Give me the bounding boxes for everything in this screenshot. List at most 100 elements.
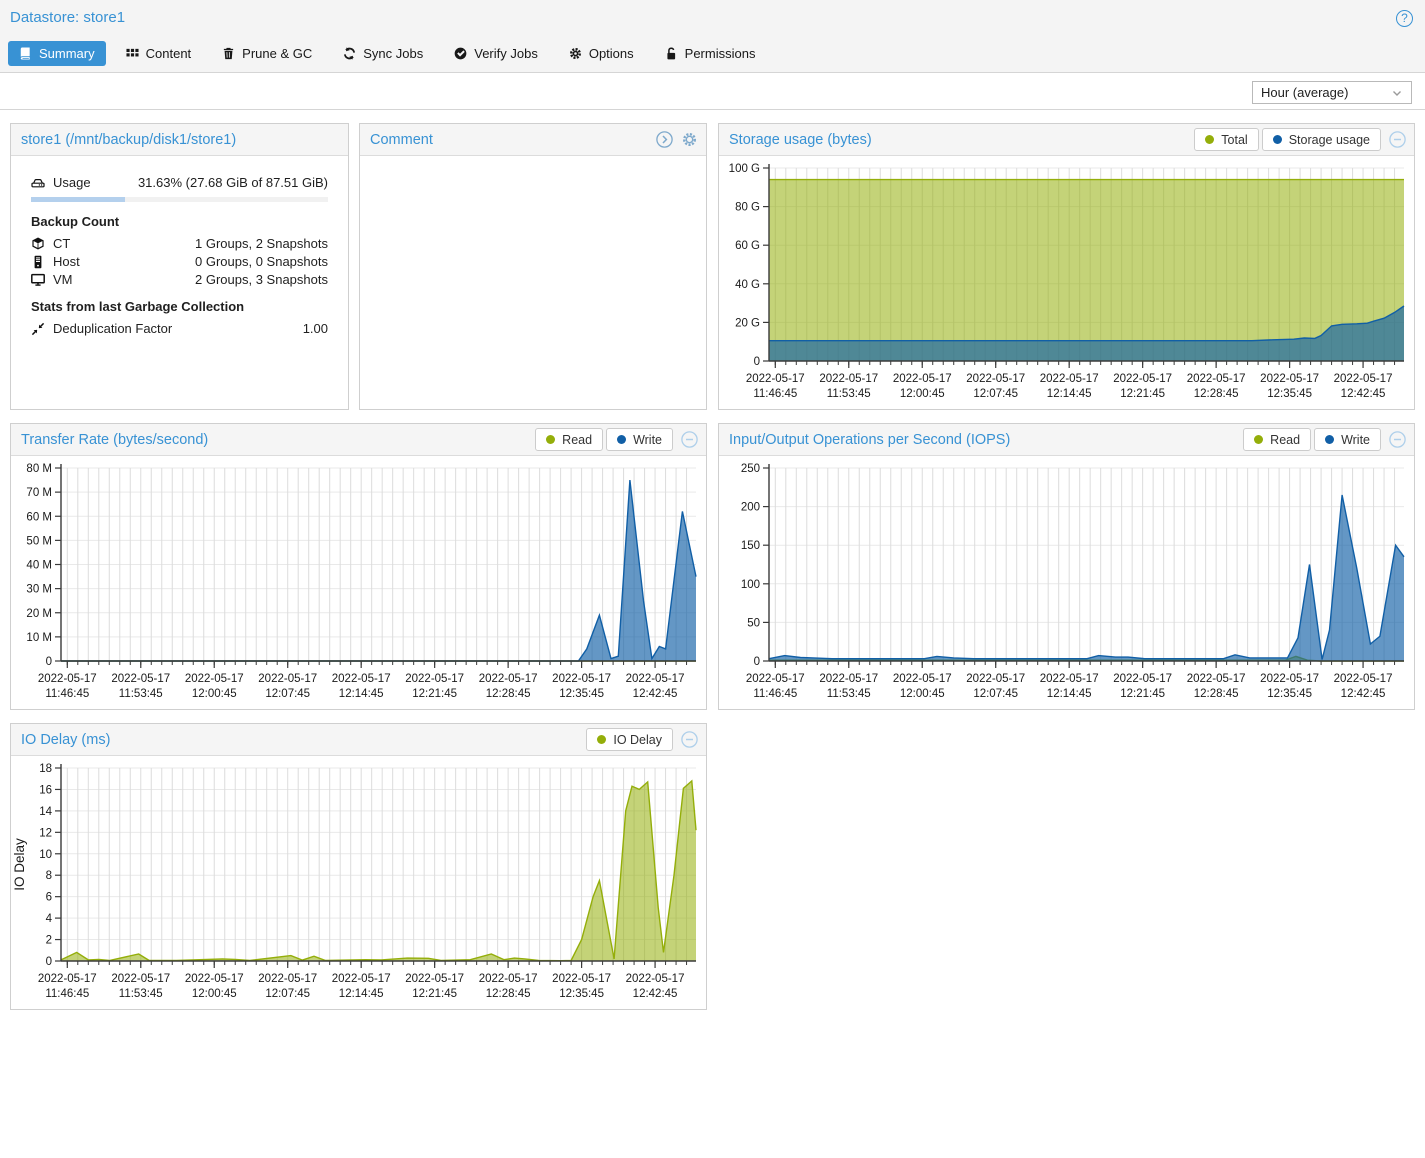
tab-sync-jobs[interactable]: Sync Jobs (332, 41, 434, 66)
svg-text:2022-05-17: 2022-05-17 (38, 973, 97, 985)
svg-text:18: 18 (39, 763, 52, 775)
panel-title: IO Delay (ms) (21, 731, 111, 748)
panel-tools: Total Storage usage (1191, 128, 1406, 151)
svg-text:20 M: 20 M (26, 608, 52, 620)
svg-text:12:21:45: 12:21:45 (412, 988, 457, 1000)
backup-count-value: 0 Groups, 0 Snapshots (195, 254, 328, 269)
expand-icon[interactable] (656, 131, 673, 148)
svg-text:12:00:45: 12:00:45 (900, 688, 945, 700)
svg-text:2022-05-17: 2022-05-17 (38, 673, 97, 685)
iops-panel: Input/Output Operations per Second (IOPS… (718, 423, 1415, 710)
dedup-factor-row: Deduplication Factor 1.00 (31, 321, 328, 336)
svg-text:2022-05-17: 2022-05-17 (479, 673, 538, 685)
tab-permissions[interactable]: Permissions (654, 41, 767, 66)
svg-text:12:00:45: 12:00:45 (192, 988, 237, 1000)
svg-text:12:14:45: 12:14:45 (1047, 388, 1092, 400)
legend-item-io-delay[interactable]: IO Delay (586, 728, 673, 751)
legend-item-storage-usage[interactable]: Storage usage (1261, 128, 1381, 151)
svg-text:2022-05-17: 2022-05-17 (966, 373, 1025, 385)
usage-row: Usage 31.63% (27.68 GiB of 87.51 GiB) (31, 175, 328, 190)
trash-icon (224, 47, 234, 60)
svg-text:50 M: 50 M (26, 535, 52, 547)
legend-color-dot (597, 735, 607, 744)
legend-item-total[interactable]: Total (1194, 128, 1259, 151)
legend-color-dot (1254, 435, 1264, 444)
svg-text:12:07:45: 12:07:45 (973, 388, 1018, 400)
svg-text:12:21:45: 12:21:45 (1120, 388, 1165, 400)
svg-text:2022-05-17: 2022-05-17 (1260, 673, 1319, 685)
svg-text:12:14:45: 12:14:45 (339, 988, 384, 1000)
svg-text:11:46:45: 11:46:45 (45, 688, 89, 700)
legend-item-read[interactable]: Read (1243, 428, 1312, 451)
collapse-icon[interactable] (1389, 131, 1406, 148)
svg-text:2022-05-17: 2022-05-17 (111, 673, 170, 685)
svg-text:150: 150 (741, 540, 760, 552)
svg-text:2022-05-17: 2022-05-17 (1040, 373, 1099, 385)
tab-label: Verify Jobs (474, 46, 538, 61)
backup-count-row-host: Host 0 Groups, 0 Snapshots (31, 254, 328, 269)
svg-text:12:28:45: 12:28:45 (486, 988, 531, 1000)
svg-text:IO Delay: IO Delay (12, 838, 27, 891)
collapse-icon[interactable] (1389, 431, 1406, 448)
chart-legend: Read Write (1240, 428, 1381, 451)
comment-body[interactable] (360, 156, 706, 409)
svg-text:12:42:45: 12:42:45 (1341, 688, 1386, 700)
svg-text:40 M: 40 M (26, 560, 52, 572)
sync-icon (344, 47, 356, 60)
tab-bar: Summary Content Prune & GC Sync Jobs Ver… (8, 41, 766, 66)
io-delay-panel: IO Delay (ms) IO Delay 0 2 4 6 8 10 12 14 16 18 20… (10, 723, 707, 1010)
tab-verify-jobs[interactable]: Verify Jobs (443, 41, 549, 66)
legend-item-write[interactable]: Write (1314, 428, 1381, 451)
tab-options[interactable]: Options (558, 41, 645, 66)
legend-label: Write (633, 432, 662, 447)
gear-icon[interactable] (681, 131, 698, 148)
svg-text:12:00:45: 12:00:45 (192, 688, 237, 700)
svg-text:30 M: 30 M (26, 584, 52, 596)
svg-text:12:35:45: 12:35:45 (1267, 688, 1312, 700)
svg-text:12:14:45: 12:14:45 (1047, 688, 1092, 700)
svg-text:11:53:45: 11:53:45 (827, 688, 871, 700)
svg-text:2022-05-17: 2022-05-17 (1334, 673, 1393, 685)
svg-text:2022-05-17: 2022-05-17 (185, 673, 244, 685)
legend-label: Read (1270, 432, 1301, 447)
grid-icon (126, 48, 139, 57)
backup-count-label: VM (53, 272, 73, 287)
svg-text:2022-05-17: 2022-05-17 (819, 673, 878, 685)
usage-label: Usage (53, 175, 91, 190)
svg-text:2022-05-17: 2022-05-17 (405, 973, 464, 985)
comment-panel: Comment (359, 123, 707, 410)
tab-content[interactable]: Content (115, 41, 203, 66)
collapse-icon[interactable] (681, 431, 698, 448)
datastore-info-body: Usage 31.63% (27.68 GiB of 87.51 GiB) Ba… (11, 156, 348, 336)
backup-count-label: Host (53, 254, 80, 269)
desktop-icon (31, 273, 53, 287)
svg-text:12:07:45: 12:07:45 (265, 688, 310, 700)
iops-chart: 0 50 100 150 200 250 2022-05-17 11:46:45 2022-05… (719, 456, 1414, 708)
svg-text:4: 4 (46, 913, 53, 925)
svg-text:12:28:45: 12:28:45 (486, 688, 531, 700)
legend-item-write[interactable]: Write (606, 428, 673, 451)
svg-text:2: 2 (46, 935, 52, 947)
svg-text:0: 0 (754, 356, 760, 368)
help-button[interactable]: ? (1396, 10, 1413, 27)
tab-summary[interactable]: Summary (8, 41, 106, 66)
chart-toolbar: Hour (average) (0, 74, 1425, 110)
panel-title: Comment (370, 131, 433, 148)
svg-text:2022-05-17: 2022-05-17 (1334, 373, 1393, 385)
storage-usage-chart: 0 20 G 40 G 60 G 80 G 100 G 2022-05-17 11:46:45… (719, 156, 1414, 408)
tab-prune-gc[interactable]: Prune & GC (211, 41, 323, 66)
dedup-factor-value: 1.00 (302, 321, 328, 336)
svg-text:2022-05-17: 2022-05-17 (1113, 673, 1172, 685)
svg-text:12:35:45: 12:35:45 (559, 988, 604, 1000)
timeframe-select[interactable]: Hour (average) (1252, 81, 1412, 104)
svg-text:2022-05-17: 2022-05-17 (966, 673, 1025, 685)
gc-stats-heading: Stats from last Garbage Collection (31, 299, 245, 314)
book-icon (20, 47, 30, 60)
legend-item-read[interactable]: Read (535, 428, 604, 451)
usage-progress-fill (31, 197, 125, 202)
svg-text:8: 8 (46, 870, 52, 882)
legend-label: Total (1221, 132, 1248, 147)
panel-header: store1 (/mnt/backup/disk1/store1) (11, 124, 348, 156)
collapse-icon[interactable] (681, 731, 698, 748)
tab-label: Permissions (684, 46, 756, 61)
